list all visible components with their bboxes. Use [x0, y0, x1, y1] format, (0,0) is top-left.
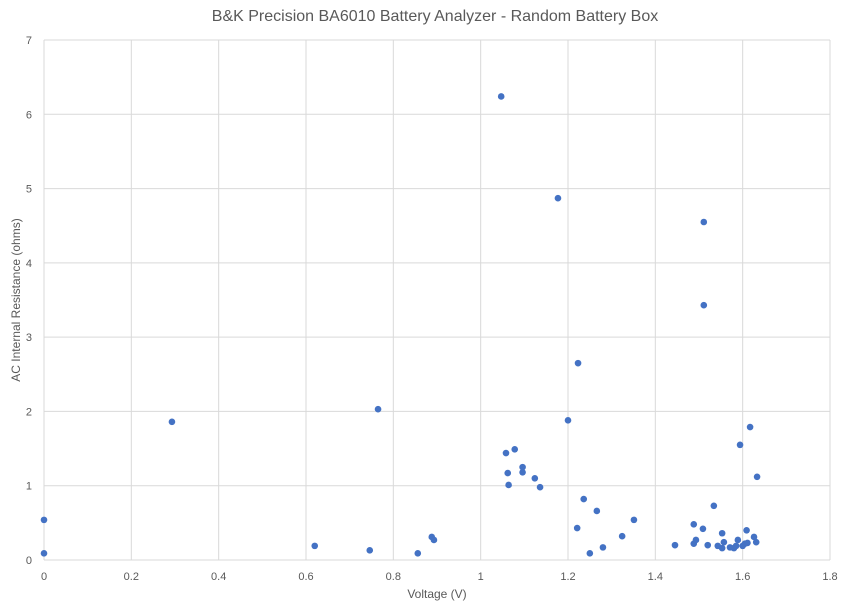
data-point [40, 550, 48, 557]
data-points [40, 93, 761, 557]
data-point [430, 536, 438, 544]
x-tick-label: 1.2 [560, 571, 575, 583]
y-tick-label: 6 [26, 109, 32, 121]
data-point [593, 507, 601, 515]
data-point [536, 483, 544, 491]
data-point [750, 533, 758, 541]
data-point [519, 463, 526, 471]
data-point [753, 473, 761, 481]
y-tick-label: 5 [26, 184, 32, 196]
x-tick-label: 1.8 [822, 571, 837, 583]
data-point [311, 542, 319, 550]
y-tick-label: 1 [26, 481, 32, 493]
data-point [718, 529, 726, 537]
data-point [504, 469, 512, 477]
data-point [671, 541, 679, 549]
data-point [700, 301, 708, 309]
data-point [586, 550, 594, 557]
gridlines [43, 39, 831, 561]
y-tick-label: 0 [26, 555, 32, 567]
data-point [564, 417, 572, 424]
x-axis-label: Voltage (V) [407, 587, 466, 601]
data-point [752, 538, 760, 546]
data-point [734, 536, 742, 544]
y-tick-label: 4 [26, 258, 32, 270]
y-axis-label: AC Internal Resistance (ohms) [9, 218, 23, 381]
x-tick-label: 1 [478, 571, 484, 583]
data-point [531, 474, 539, 482]
x-tick-label: 0.4 [211, 571, 226, 583]
data-point [718, 544, 726, 552]
x-tick-label: 0 [41, 571, 47, 583]
data-point [599, 544, 607, 551]
data-point [40, 516, 48, 524]
data-point [580, 495, 588, 503]
data-point [710, 502, 718, 510]
data-point [630, 516, 638, 524]
data-point [554, 194, 562, 202]
y-tick-label: 2 [26, 406, 32, 418]
data-point [720, 538, 728, 546]
x-tick-label: 1.6 [735, 571, 750, 583]
y-tick-label: 3 [26, 332, 32, 344]
data-point [497, 93, 505, 100]
data-point [700, 218, 708, 226]
data-point [746, 423, 754, 431]
data-point [505, 481, 512, 489]
x-tick-label: 0.2 [124, 571, 139, 583]
data-point [690, 521, 698, 528]
data-point [699, 525, 707, 533]
chart-title: B&K Precision BA6010 Battery Analyzer - … [212, 8, 658, 25]
data-point [743, 526, 750, 534]
data-point [511, 446, 519, 453]
data-point [618, 532, 626, 540]
data-point [744, 539, 751, 547]
data-point [519, 469, 526, 476]
data-point [732, 542, 740, 550]
y-tick-label: 7 [26, 35, 32, 47]
data-point [736, 441, 744, 449]
data-point [704, 541, 712, 549]
y-tick-labels: 0 1 2 3 4 5 6 7 [26, 35, 32, 567]
data-point [502, 449, 510, 457]
x-tick-label: 1.4 [648, 571, 663, 583]
data-point [168, 418, 176, 426]
data-point [573, 524, 581, 532]
x-tick-label: 0.6 [298, 571, 313, 583]
x-tick-labels: 0 0.2 0.4 0.6 0.8 1 1.2 1.4 1.6 1.8 [41, 571, 838, 583]
data-point [366, 547, 374, 554]
data-point [414, 550, 422, 557]
data-point [690, 540, 698, 547]
data-point [374, 405, 382, 413]
x-tick-label: 0.8 [386, 571, 401, 583]
data-point [574, 359, 582, 367]
